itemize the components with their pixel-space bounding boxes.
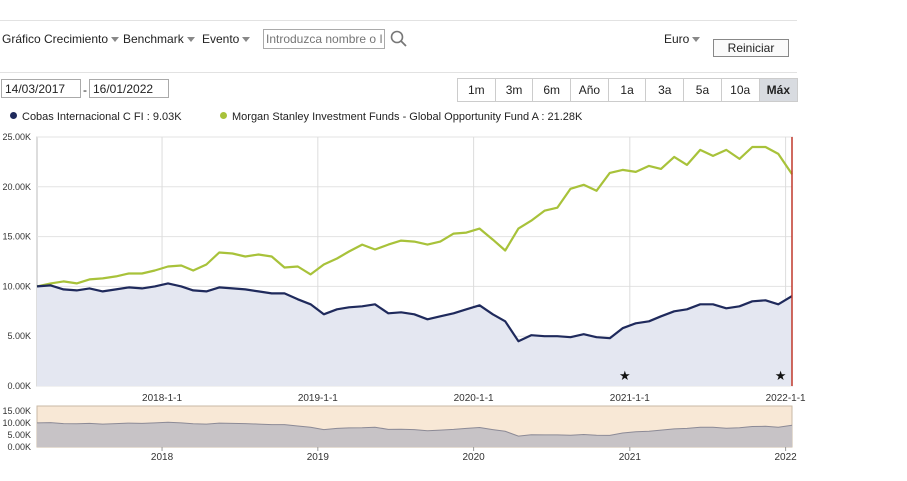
x-tick-label: 2021-1-1: [610, 393, 650, 404]
benchmark-menu[interactable]: Benchmark: [123, 32, 195, 46]
currency-menu[interactable]: Euro: [664, 32, 701, 46]
range-button-6m[interactable]: 6m: [533, 79, 572, 101]
search-input[interactable]: [263, 29, 385, 49]
legend-dot-icon: [10, 112, 17, 119]
y-tick-label: 25.00K: [2, 132, 31, 142]
range-button-1a[interactable]: 1a: [608, 79, 647, 101]
x-tick-label: 2020-1-1: [454, 393, 494, 404]
y-tick-label: 0.00K: [7, 381, 31, 391]
navigator-x-tick-label: 2022: [774, 452, 797, 463]
y-tick-label: 5.00K: [7, 331, 31, 341]
chevron-down-icon: [242, 37, 251, 43]
event-menu[interactable]: Evento: [202, 32, 251, 46]
benchmark-label: Benchmark: [123, 32, 184, 46]
range-button-máx[interactable]: Máx: [759, 79, 798, 101]
navigator-y-tick-label: 15.00K: [2, 406, 31, 416]
range-button-10a[interactable]: 10a: [721, 79, 760, 101]
range-button-año[interactable]: Año: [571, 79, 609, 101]
currency-label: Euro: [664, 32, 690, 46]
x-tick-label: 2019-1-1: [298, 393, 338, 404]
range-button-3a[interactable]: 3a: [646, 79, 685, 101]
legend-label: Morgan Stanley Investment Funds - Global…: [232, 111, 583, 123]
y-tick-label: 15.00K: [2, 232, 31, 242]
legend-label: Cobas Internacional C FI : 9.03K: [22, 111, 182, 123]
cobas-line[interactable]: [36, 282, 793, 343]
x-tick-label: 2022-1-1: [766, 393, 806, 404]
navigator-fill: [37, 422, 792, 447]
morgan-stanley-line[interactable]: [36, 145, 793, 288]
event-star-icon[interactable]: ★: [619, 369, 631, 384]
chevron-down-icon: [186, 37, 195, 43]
y-tick-label: 10.00K: [2, 281, 31, 291]
range-button-5a[interactable]: 5a: [684, 79, 722, 101]
event-star-icon[interactable]: ★: [775, 369, 787, 384]
navigator-line: [36, 421, 793, 437]
legend-dot-icon: [220, 112, 227, 119]
range-button-1m[interactable]: 1m: [458, 79, 496, 101]
navigator-x-tick-label: 2020: [462, 452, 485, 463]
navigator-y-tick-label: 10.00K: [2, 418, 31, 428]
date-separator: -: [83, 83, 87, 97]
cobas-area-fill: [37, 283, 792, 386]
chevron-down-icon: [111, 37, 120, 43]
reset-button[interactable]: Reiniciar: [713, 39, 789, 57]
search-icon[interactable]: [390, 30, 408, 48]
range-button-group: 1m 3m 6m Año 1a 3a 5a 10a Máx: [457, 78, 799, 102]
y-tick-label: 20.00K: [2, 182, 31, 192]
navigator-y-tick-label: 0.00K: [7, 442, 31, 452]
growth-chart-menu[interactable]: Gráfico Crecimiento: [2, 32, 120, 46]
legend-item-cobas[interactable]: Cobas Internacional C FI : 9.03K: [10, 111, 182, 123]
navigator-y-tick-label: 5.00K: [7, 430, 31, 440]
legend-item-morgan-stanley[interactable]: Morgan Stanley Investment Funds - Global…: [220, 111, 582, 123]
event-label: Evento: [202, 32, 240, 46]
navigator-x-tick-label: 2021: [619, 452, 642, 463]
end-date-input[interactable]: [89, 79, 169, 98]
start-date-input[interactable]: [1, 79, 81, 98]
navigator-x-tick-label: 2019: [307, 452, 330, 463]
range-button-3m[interactable]: 3m: [495, 79, 534, 101]
growth-chart-label: Gráfico Crecimiento: [2, 32, 109, 46]
chevron-down-icon: [692, 37, 701, 43]
x-tick-label: 2018-1-1: [142, 393, 182, 404]
navigator-x-tick-label: 2018: [151, 452, 174, 463]
toolbar: Gráfico Crecimiento Benchmark Evento Eur…: [0, 20, 797, 73]
